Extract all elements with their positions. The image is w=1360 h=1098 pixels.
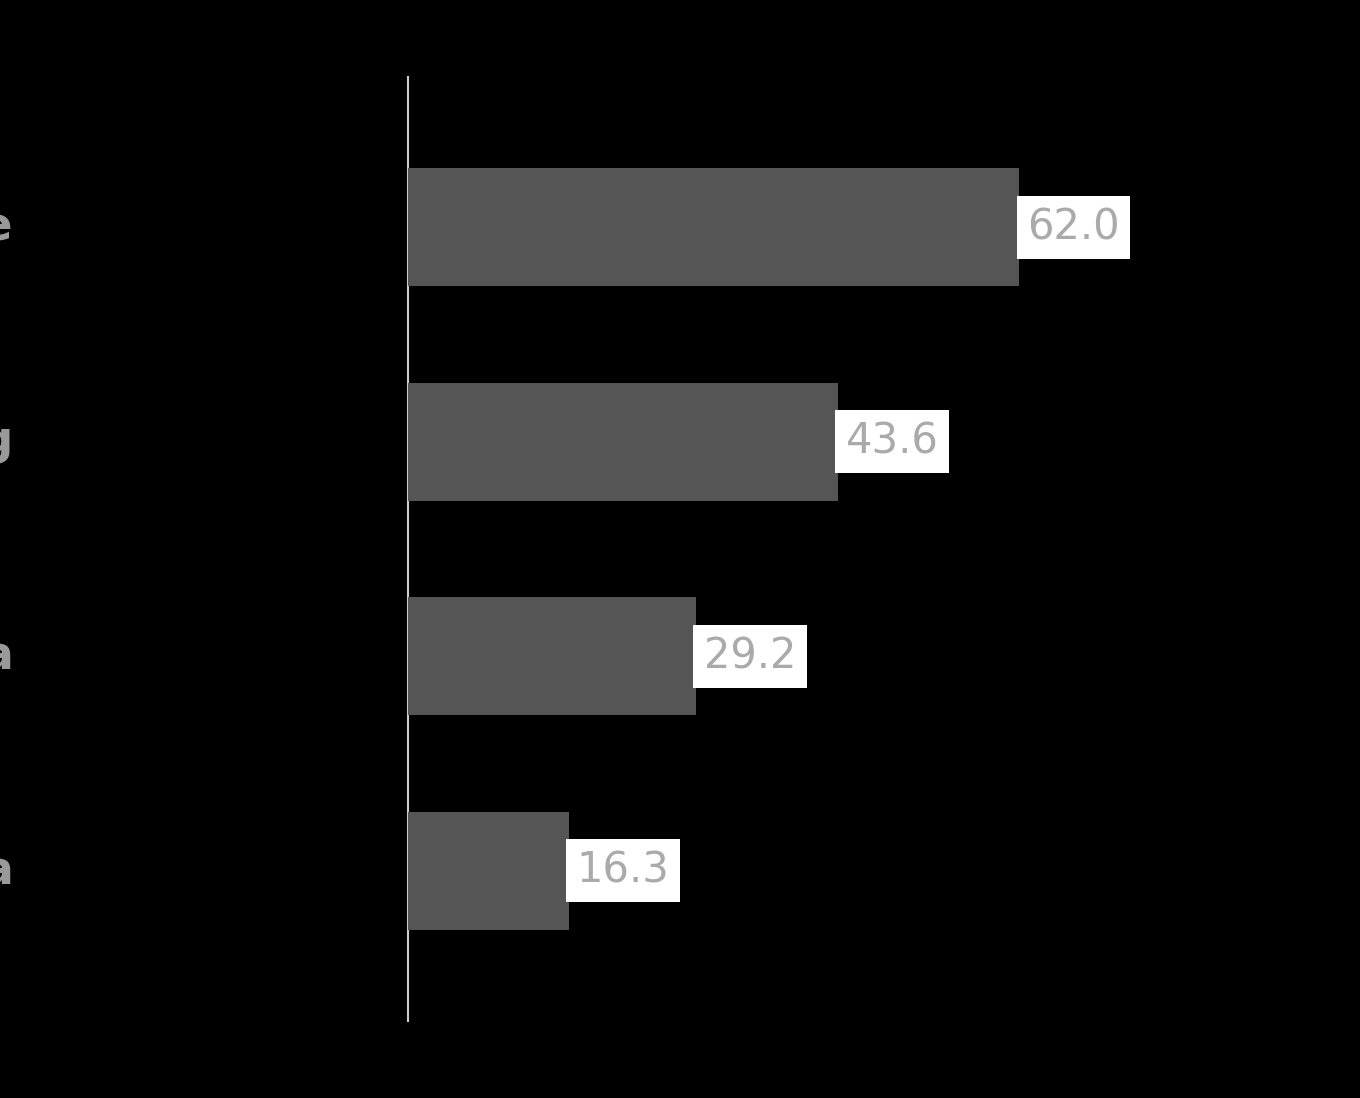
Text: 16.3: 16.3 — [577, 850, 669, 892]
Text: Baseline: Baseline — [0, 204, 14, 249]
Text: 62.0: 62.0 — [1027, 206, 1119, 248]
Bar — [408, 597, 696, 715]
Text: 43.6: 43.6 — [846, 421, 938, 462]
Bar — [408, 383, 838, 501]
Bar — [408, 168, 1020, 287]
Bar — [408, 811, 568, 930]
Text: Variant 2a: Variant 2a — [0, 849, 14, 894]
Text: Current planning: Current planning — [0, 419, 14, 464]
Text: Variant 1a: Variant 1a — [0, 634, 14, 679]
Text: 29.2: 29.2 — [704, 636, 796, 677]
